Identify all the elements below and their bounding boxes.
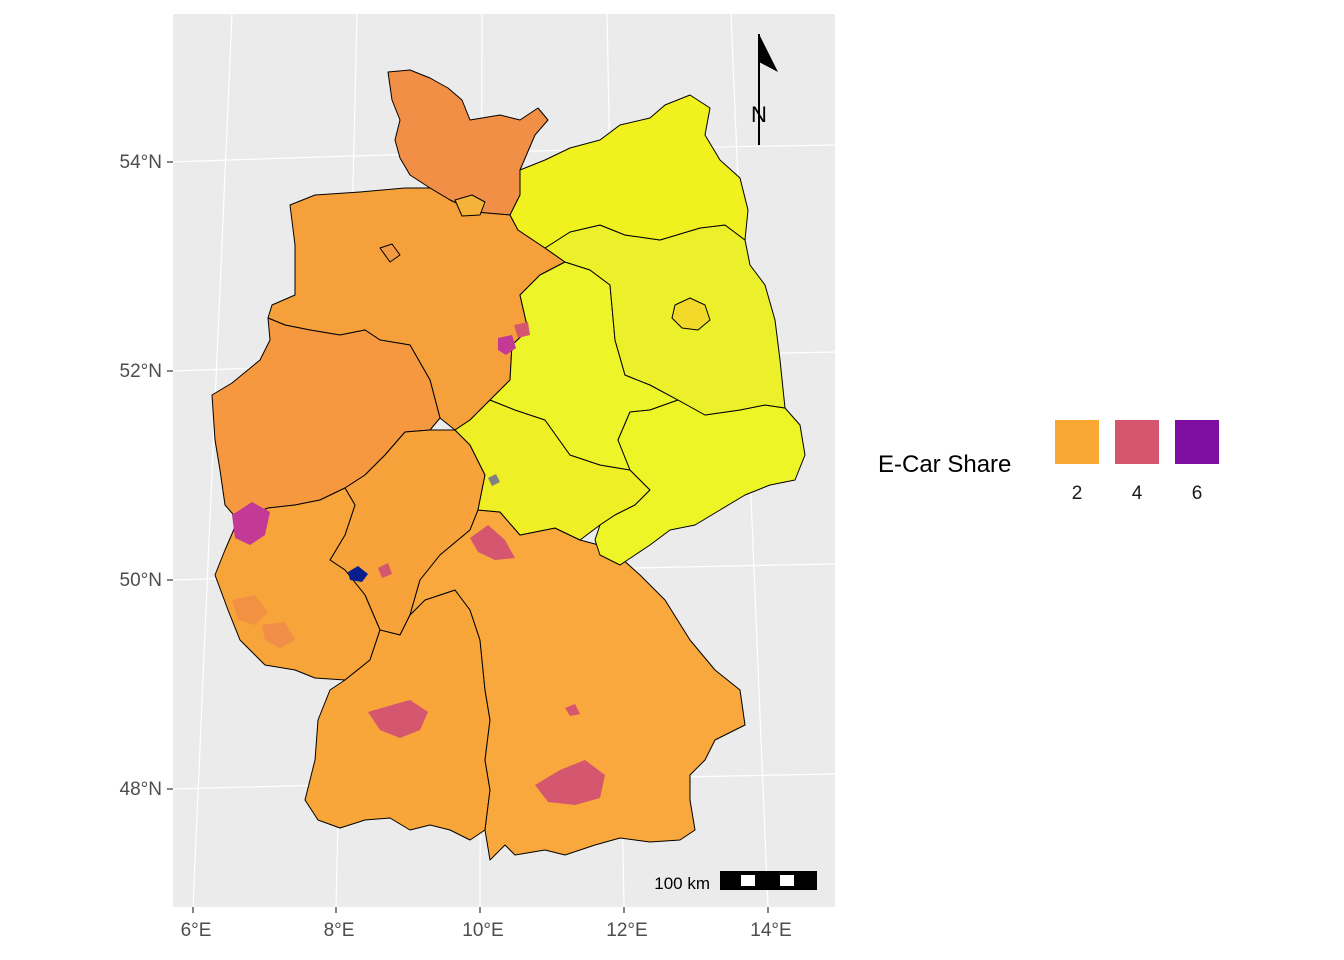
longitude-axis: 6°E 8°E 10°E 12°E 14°E (181, 907, 792, 941)
district-trier-saarburg (232, 595, 268, 625)
lat-label-50: 50°N (120, 570, 162, 591)
lon-label-6: 6°E (181, 920, 212, 941)
legend: E-Car Share 2 4 6 (878, 418, 1221, 504)
district-munich (535, 760, 605, 805)
legend-label-2: 2 (1072, 483, 1083, 504)
legend-swatch-6 (1173, 418, 1221, 466)
district-wolfsburg (498, 335, 516, 355)
latitude-axis: 54°N 52°N 50°N 48°N (120, 152, 173, 800)
high-share-districts (232, 322, 605, 805)
legend-label-6: 6 (1192, 483, 1203, 504)
lat-label-54: 54°N (120, 152, 162, 173)
district-stuttgart (368, 700, 428, 738)
district-aachen (232, 502, 270, 545)
legend-title: E-Car Share (878, 451, 1011, 478)
legend-swatch-2 (1053, 418, 1101, 466)
north-arrow-label: N (751, 102, 767, 127)
region-mecklenburg-vorpommern (509, 94, 749, 249)
district-frankfurt (348, 566, 368, 582)
legend-label-4: 4 (1132, 483, 1143, 504)
lat-label-52: 52°N (120, 361, 162, 382)
lon-label-12: 12°E (606, 920, 647, 941)
region-hamburg (454, 194, 486, 217)
region-bremen (379, 243, 401, 263)
region-berlin (671, 297, 711, 331)
north-arrow-icon (759, 34, 778, 72)
scale-bar: 100 km (654, 871, 817, 893)
district-saarland-west (262, 622, 295, 648)
scale-bar-label: 100 km (654, 874, 710, 893)
lon-label-8: 8°E (324, 920, 355, 941)
lon-label-10: 10°E (462, 920, 503, 941)
legend-swatch-4 (1113, 418, 1161, 466)
district-coburg (470, 525, 515, 560)
district-offenbach (378, 563, 392, 578)
graticule-lon-6 (192, 13, 233, 908)
lon-label-14: 14°E (750, 920, 791, 941)
lat-label-48: 48°N (120, 779, 162, 800)
district-braunschweig-area (514, 322, 530, 338)
district-ingolstadt (565, 704, 580, 716)
north-arrow: N (751, 34, 778, 145)
district-missing-data (488, 474, 500, 486)
